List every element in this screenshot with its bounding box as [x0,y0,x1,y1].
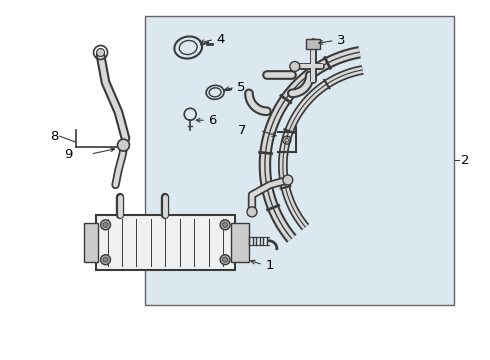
Text: 8: 8 [50,130,59,143]
Text: 1: 1 [266,259,274,272]
Text: 6: 6 [208,114,217,127]
Text: 7: 7 [238,124,246,137]
Text: 5: 5 [237,81,245,94]
Circle shape [285,138,289,142]
Bar [84,223,98,262]
Circle shape [222,222,227,227]
Circle shape [97,49,104,57]
Circle shape [103,222,108,227]
Text: 9: 9 [64,148,73,161]
Circle shape [100,255,111,265]
Text: 2: 2 [461,154,469,167]
Bar [306,39,319,49]
Text: 3: 3 [337,34,345,47]
Bar [146,15,454,305]
Circle shape [222,257,227,262]
Circle shape [103,257,108,262]
Circle shape [247,207,257,217]
Circle shape [220,255,230,265]
Circle shape [283,175,293,185]
Circle shape [118,139,129,151]
Circle shape [290,62,300,71]
Circle shape [100,220,111,230]
Bar [96,215,235,270]
Circle shape [220,220,230,230]
Bar [231,223,249,262]
Text: 4: 4 [216,33,224,46]
